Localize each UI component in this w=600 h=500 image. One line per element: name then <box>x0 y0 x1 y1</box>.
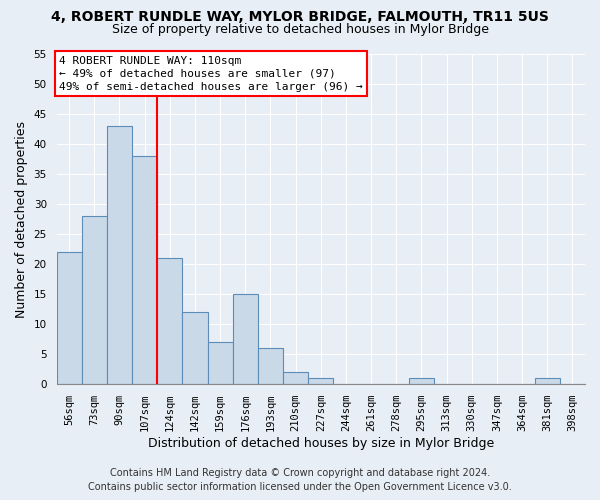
Bar <box>535 378 560 384</box>
Bar <box>208 342 233 384</box>
Text: 4, ROBERT RUNDLE WAY, MYLOR BRIDGE, FALMOUTH, TR11 5US: 4, ROBERT RUNDLE WAY, MYLOR BRIDGE, FALM… <box>51 10 549 24</box>
X-axis label: Distribution of detached houses by size in Mylor Bridge: Distribution of detached houses by size … <box>148 437 494 450</box>
Bar <box>258 348 283 384</box>
Bar <box>409 378 434 384</box>
Bar <box>308 378 334 384</box>
Bar <box>107 126 132 384</box>
Text: Contains HM Land Registry data © Crown copyright and database right 2024.
Contai: Contains HM Land Registry data © Crown c… <box>88 468 512 492</box>
Bar <box>157 258 182 384</box>
Y-axis label: Number of detached properties: Number of detached properties <box>15 120 28 318</box>
Bar <box>82 216 107 384</box>
Text: 4 ROBERT RUNDLE WAY: 110sqm
← 49% of detached houses are smaller (97)
49% of sem: 4 ROBERT RUNDLE WAY: 110sqm ← 49% of det… <box>59 56 363 92</box>
Bar <box>283 372 308 384</box>
Text: Size of property relative to detached houses in Mylor Bridge: Size of property relative to detached ho… <box>112 22 488 36</box>
Bar <box>56 252 82 384</box>
Bar <box>132 156 157 384</box>
Bar <box>182 312 208 384</box>
Bar <box>233 294 258 384</box>
